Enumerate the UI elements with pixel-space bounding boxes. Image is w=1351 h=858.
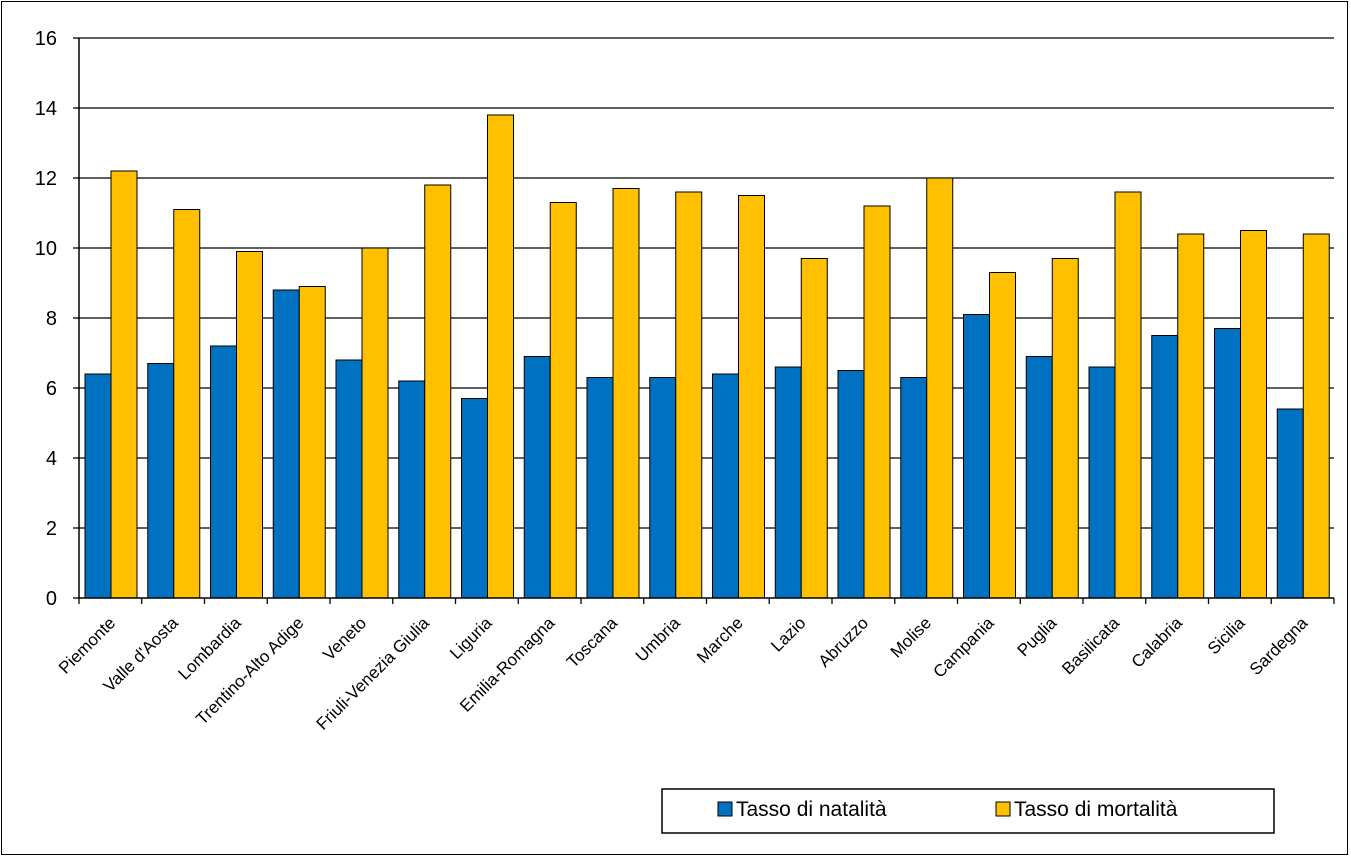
x-tick-label: Sicilia xyxy=(1204,613,1249,658)
bar-mortalita xyxy=(800,258,828,599)
bar-natalita xyxy=(84,373,112,599)
bar-natalita xyxy=(774,366,802,599)
bar-mortalita xyxy=(487,114,514,599)
bar-mortalita xyxy=(675,191,703,599)
x-tick-label: Toscana xyxy=(563,613,622,672)
bar-mortalita xyxy=(1051,258,1079,599)
bar-mortalita xyxy=(612,188,640,599)
bar-mortalita xyxy=(110,170,138,599)
bar-natalita xyxy=(210,345,237,599)
bar-natalita xyxy=(1025,356,1053,599)
bar-natalita xyxy=(272,289,300,599)
bar-natalita xyxy=(900,377,928,599)
x-tick-label: Trentino-Alto Adige xyxy=(192,613,307,728)
bar-natalita xyxy=(1276,408,1304,599)
bar-natalita xyxy=(649,377,677,599)
y-tick-labels: 0 2 4 6 8 10 12 14 16 xyxy=(35,28,57,610)
bar-mortalita xyxy=(549,202,577,599)
bar-mortalita xyxy=(989,272,1016,599)
x-tick-label: Veneto xyxy=(319,613,370,664)
bar-natalita xyxy=(712,373,739,599)
x-tick-label: Molise xyxy=(887,613,935,661)
x-tick-label: Abruzzo xyxy=(815,613,873,671)
bar-mortalita xyxy=(1177,233,1205,599)
bar-mortalita xyxy=(863,205,891,599)
bar-mortalita xyxy=(1240,230,1267,599)
x-tick-label: Marche xyxy=(693,613,747,667)
bar-mortalita xyxy=(173,209,201,599)
bar-natalita xyxy=(147,363,175,599)
bar-natalita xyxy=(1214,328,1241,599)
bar-mortalita xyxy=(1302,233,1330,599)
bar-mortalita xyxy=(738,195,765,599)
bar-mortalita xyxy=(1114,191,1142,599)
y-tick-label: 12 xyxy=(35,168,57,190)
bar-natalita xyxy=(1088,366,1116,599)
y-tick-label: 16 xyxy=(35,28,57,50)
axes xyxy=(78,38,1335,604)
bar-mortalita xyxy=(298,286,326,599)
bar-natalita xyxy=(461,398,488,599)
bar-mortalita xyxy=(236,251,263,599)
bar-natalita xyxy=(837,370,865,599)
bar-natalita xyxy=(335,359,363,599)
bar-mortalita xyxy=(926,177,954,599)
x-tick-label: Puglia xyxy=(1014,613,1061,660)
x-tick-label: Calabria xyxy=(1128,613,1187,672)
x-tick-label: Friuli-Venezia Giulia xyxy=(313,613,434,734)
bar-natalita xyxy=(398,380,426,599)
x-tick-label: Umbria xyxy=(632,613,685,666)
bar-natalita xyxy=(523,356,551,599)
y-tick-label: 8 xyxy=(46,308,57,330)
legend-swatch-mortalita xyxy=(995,801,1011,817)
y-tick-label: 0 xyxy=(46,588,57,610)
x-tick-label: Piemonte xyxy=(55,613,119,677)
legend-label-natalita: Tasso di natalità xyxy=(736,798,887,821)
x-tick-label: Liguria xyxy=(446,613,496,663)
bars xyxy=(84,114,1330,599)
bar-natalita xyxy=(586,377,614,599)
x-tick-label: Lazio xyxy=(767,613,809,655)
y-tick-label: 6 xyxy=(46,378,57,400)
legend-box xyxy=(661,788,1275,834)
x-tick-label: Basilicata xyxy=(1058,613,1123,678)
y-tick-label: 14 xyxy=(35,98,57,120)
y-tick-label: 2 xyxy=(46,518,57,540)
bar-natalita xyxy=(1151,335,1179,599)
x-tick-label: Sardegna xyxy=(1246,613,1312,679)
x-tick-label: Campania xyxy=(929,613,998,682)
bar-natalita xyxy=(963,314,990,599)
y-tick-label: 4 xyxy=(46,448,57,470)
legend: Tasso di natalità Tasso di mortalità xyxy=(661,788,1275,834)
bar-mortalita xyxy=(424,184,452,599)
bar-mortalita xyxy=(361,247,389,599)
y-tick-label: 10 xyxy=(35,238,57,260)
legend-swatch-natalita xyxy=(717,801,733,817)
legend-label-mortalita: Tasso di mortalità xyxy=(1014,798,1178,821)
